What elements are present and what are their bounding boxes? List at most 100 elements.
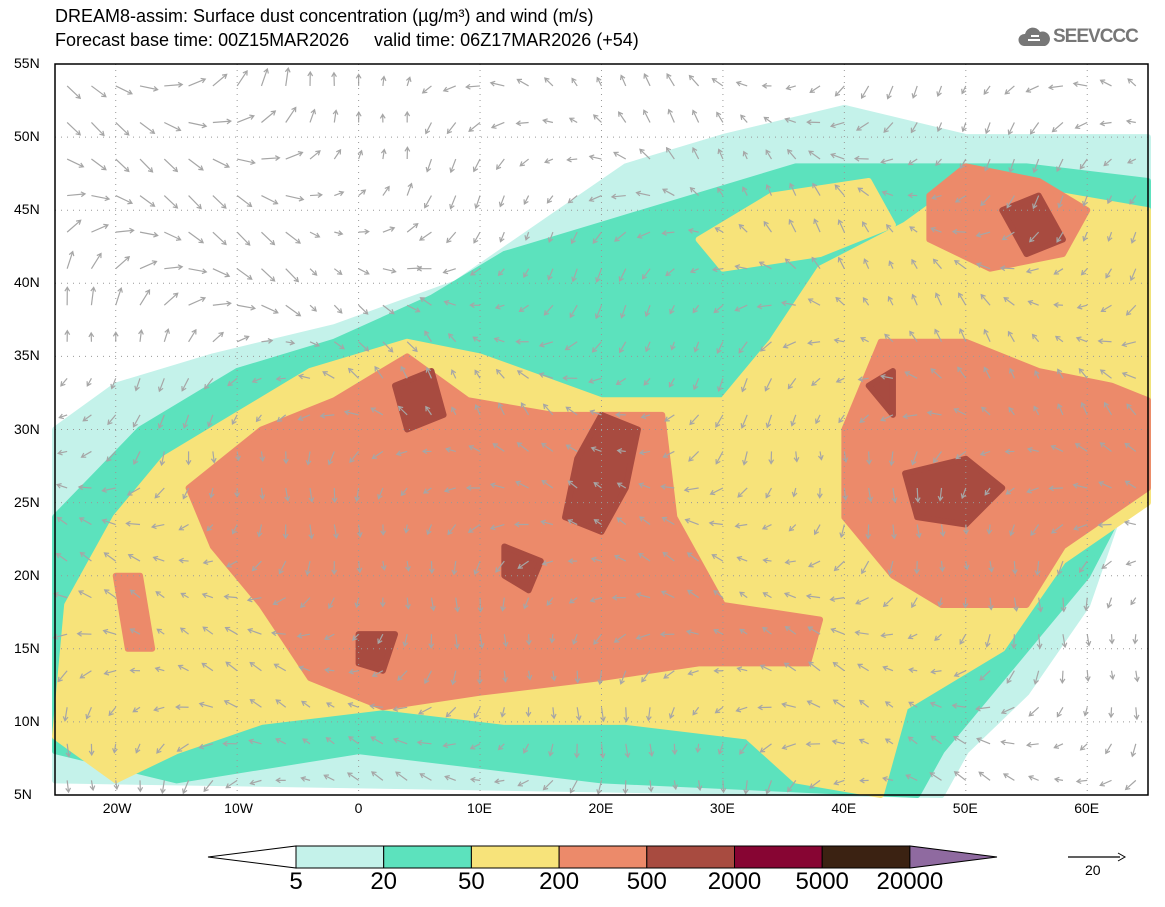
wind-arrow: [1079, 158, 1088, 170]
wind-arrow: [91, 85, 107, 98]
wind-arrow: [839, 524, 845, 539]
wind-arrow: [860, 336, 869, 343]
wind-arrow: [855, 121, 869, 131]
wind-arrow: [866, 451, 873, 466]
wind-arrow: [382, 268, 397, 274]
wind-arrow: [405, 76, 412, 87]
lon-label: 60E: [1074, 800, 1100, 816]
wind-arrow: [1057, 368, 1064, 379]
wind-arrow: [711, 77, 724, 87]
wind-arrow: [251, 377, 262, 384]
wind-arrow: [932, 258, 942, 270]
wind-arrow: [492, 443, 505, 452]
wind-arrow: [835, 296, 845, 306]
wind-arrow: [202, 626, 214, 635]
wind-arrow: [346, 772, 359, 781]
lat-label: 25N: [14, 493, 40, 510]
wind-arrow: [445, 706, 457, 718]
wind-arrow: [888, 451, 895, 467]
wind-arrow: [469, 743, 481, 750]
wind-arrow: [66, 250, 75, 269]
wind-arrow: [1134, 670, 1140, 683]
wind-arrow: [742, 150, 748, 160]
wind-arrow: [65, 743, 72, 758]
wind-arrow: [538, 341, 554, 348]
wind-arrow: [494, 303, 505, 310]
wind-arrow: [182, 780, 190, 795]
wind-arrow: [347, 702, 359, 708]
wind-arrow: [855, 597, 869, 605]
wind-arrow: [564, 341, 578, 351]
wind-arrow: [66, 158, 85, 168]
wind-arrow: [178, 524, 189, 531]
wind-arrow: [1028, 775, 1039, 781]
colorbar-segment: [821, 845, 911, 869]
wind-arrow: [791, 487, 798, 498]
wind-arrow: [714, 706, 724, 714]
wind-arrow: [882, 597, 894, 608]
wind-arrow: [911, 293, 918, 306]
wind-arrow: [132, 706, 141, 713]
wind-arrow: [424, 670, 432, 685]
wind-arrow: [569, 304, 578, 319]
wind-arrow: [782, 341, 797, 349]
wind-arrow: [380, 75, 387, 87]
wind-arrow: [543, 304, 554, 316]
wind-arrow: [519, 158, 529, 167]
wind-arrow: [815, 414, 821, 425]
wind-arrow: [333, 148, 342, 160]
wind-arrow: [1098, 481, 1112, 489]
wind-arrow: [449, 158, 457, 174]
wind-arrow: [64, 329, 71, 342]
wind-arrow: [397, 405, 408, 416]
wind-arrow: [931, 194, 942, 200]
wind-arrow: [400, 365, 408, 379]
wind-arrow: [175, 704, 189, 710]
wind-arrow: [883, 122, 894, 134]
wind-arrow: [983, 366, 991, 379]
wind-arrow: [260, 67, 269, 87]
wind-arrow: [285, 151, 304, 160]
wind-arrow: [377, 487, 384, 500]
wind-reference-arrow: [1068, 852, 1127, 862]
wind-arrow: [418, 706, 432, 715]
colorbar-under-triangle: [207, 845, 297, 869]
wind-arrow: [305, 451, 312, 466]
wind-arrow: [784, 258, 797, 270]
wind-arrow: [908, 701, 918, 708]
wind-arrow: [930, 226, 942, 233]
wind-arrow: [879, 373, 894, 380]
wind-arrow: [863, 258, 870, 269]
wind-arrow: [857, 663, 869, 672]
wind-arrow: [638, 482, 651, 489]
wind-arrow: [638, 516, 651, 526]
wind-arrow: [247, 628, 262, 635]
wind-arrow: [404, 146, 411, 160]
lat-label: 45N: [14, 201, 40, 218]
wind-arrow: [101, 518, 116, 526]
wind-arrow: [236, 114, 255, 124]
wind-arrow: [1004, 448, 1015, 455]
wind-arrow: [1099, 120, 1112, 127]
wind-arrow: [807, 339, 821, 346]
wind-arrow: [164, 231, 182, 241]
wind-arrow: [517, 560, 529, 569]
wind-arrow: [738, 341, 748, 354]
wind-arrow: [910, 451, 918, 466]
wind-arrow: [305, 560, 311, 576]
wind-arrow: [616, 517, 627, 526]
wind-arrow: [688, 451, 700, 462]
wind-arrow: [309, 150, 321, 160]
wind-arrow: [595, 268, 603, 283]
wind-arrow: [419, 297, 432, 306]
wind-arrow: [358, 228, 370, 235]
wind-arrow: [1032, 158, 1040, 174]
wind-arrow: [323, 774, 335, 781]
wind-arrow: [1056, 158, 1064, 173]
wind-arrow: [324, 633, 335, 640]
wind-arrow: [1057, 195, 1064, 209]
wind-arrow: [523, 195, 530, 205]
wind-arrow: [248, 738, 262, 745]
wind-arrow: [324, 667, 335, 674]
colorbar-segment: [734, 845, 823, 869]
